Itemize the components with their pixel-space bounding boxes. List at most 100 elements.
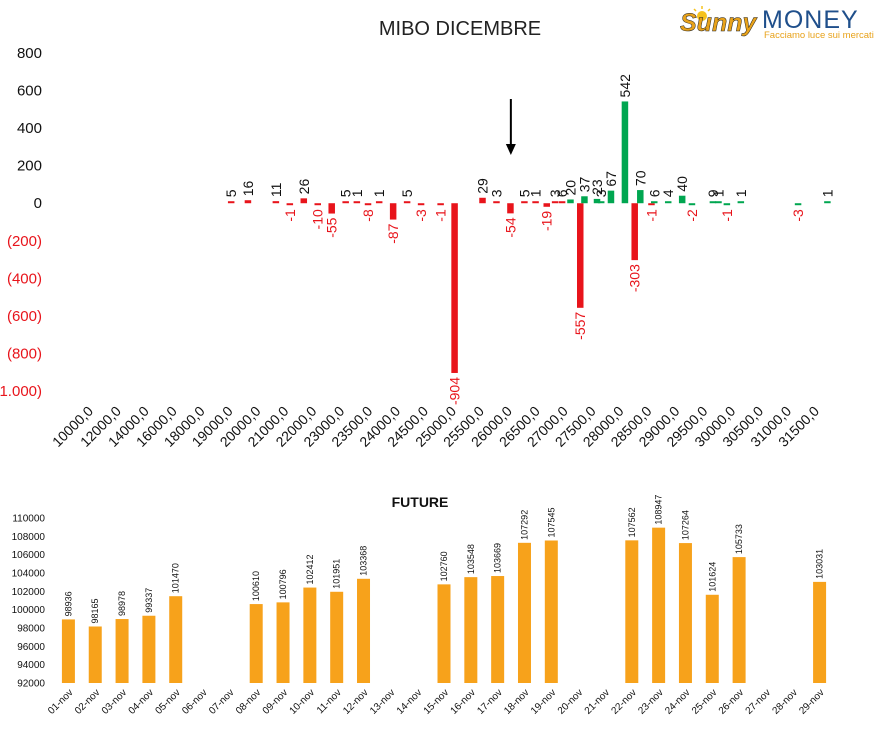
x-tick-label: 24-nov (663, 687, 692, 716)
bar (303, 587, 317, 683)
bar (723, 203, 731, 206)
bar (479, 197, 486, 204)
bar (551, 201, 559, 204)
bar (567, 199, 574, 204)
bar (521, 201, 528, 204)
data-label: -1 (282, 209, 298, 222)
data-label: -1 (433, 209, 449, 222)
bar (437, 584, 451, 683)
bar (342, 201, 349, 204)
data-label: 101624 (707, 562, 717, 592)
data-label: 103368 (359, 546, 369, 576)
bar (715, 201, 722, 204)
data-label: 1 (733, 189, 749, 197)
data-label: -1 (719, 209, 735, 222)
y-tick-label: 110000 (12, 514, 45, 525)
x-tick-label: 08-nov (234, 687, 263, 716)
bar (357, 578, 371, 683)
bar (625, 540, 639, 683)
y-tick-label: 108000 (12, 532, 46, 543)
y-tick-label: 200 (17, 158, 42, 175)
bar (276, 602, 290, 683)
data-label: 37 (576, 176, 592, 192)
data-label: 20 (562, 180, 578, 196)
bar (115, 619, 129, 683)
bar (249, 604, 263, 683)
bar (709, 201, 717, 204)
bar (451, 203, 458, 373)
data-label: 102760 (439, 551, 449, 581)
data-label: 1 (528, 189, 544, 197)
y-tick-label: 94000 (17, 660, 45, 671)
data-label: 26 (296, 179, 312, 195)
data-label: 1 (371, 189, 387, 197)
bar (648, 203, 655, 206)
data-label: 23 (589, 179, 605, 195)
bar (664, 201, 672, 204)
bar (507, 203, 514, 214)
data-label: -2 (684, 209, 700, 222)
data-label: 5 (223, 189, 239, 197)
future-chart: FUTURE 92000 94000 96000 98000 100000 102000 1… (12, 494, 827, 717)
x-tick-label: 19-nov (529, 687, 558, 716)
bar (389, 203, 397, 220)
bar (607, 190, 615, 204)
y-tick-label: (600) (7, 308, 42, 325)
x-tick-label: 11-nov (315, 687, 344, 716)
data-label: 98936 (63, 591, 73, 616)
data-label: 101470 (171, 563, 181, 593)
y-tick-label: 400 (17, 120, 42, 137)
bar (437, 203, 444, 206)
data-label: 11 (268, 182, 284, 197)
data-label: 3 (488, 189, 504, 197)
bar (651, 201, 658, 204)
bar (581, 196, 588, 204)
logo-tagline: Facciamo luce sui mercati (764, 30, 874, 41)
bar (824, 201, 831, 204)
sunny-money-logo: Sunny MONEY Facciamo luce sui mercati (680, 6, 874, 41)
data-label: 1 (710, 189, 726, 197)
bar (417, 203, 425, 206)
data-label: 29 (475, 178, 491, 194)
x-tick-label: 09-nov (261, 687, 290, 716)
bar (631, 203, 638, 261)
arrow-down-icon (505, 144, 516, 155)
bar (375, 201, 383, 204)
x-tick-label: 26-nov (717, 687, 746, 716)
x-tick-label: 03-nov (100, 687, 129, 716)
data-label: 3 (547, 189, 563, 197)
data-label: 98165 (90, 598, 100, 623)
data-label: 99337 (144, 588, 154, 613)
bar (403, 201, 411, 204)
data-label: 108947 (654, 495, 664, 525)
data-label: -10 (310, 209, 326, 229)
y-tick-label: 102000 (12, 587, 46, 598)
data-label: 542 (617, 74, 633, 98)
x-tick-label: 10-nov (288, 687, 317, 716)
data-label: 103548 (466, 544, 476, 574)
bar (637, 190, 644, 204)
data-label: 3 (593, 189, 609, 197)
data-label: 100610 (251, 571, 261, 601)
x-tick-label: 04-nov (127, 687, 156, 716)
x-tick-label: 06-nov (180, 687, 209, 716)
bar (61, 619, 75, 683)
data-label: -3 (413, 209, 429, 222)
data-label: -8 (360, 209, 376, 222)
data-label: 102412 (305, 555, 315, 585)
data-label: -904 (447, 377, 463, 405)
bar (732, 557, 746, 683)
y-tick-label: 98000 (17, 624, 45, 635)
mibo-chart: MIBO DICEMBRE 800 600 400 200 0 (200) (400) (60… (0, 18, 835, 450)
data-label: -557 (572, 312, 588, 340)
y-tick-label: (400) (7, 270, 42, 287)
x-tick-label: 14-nov (395, 687, 424, 716)
x-tick-label: 17-nov (475, 687, 504, 716)
data-label: -303 (627, 264, 643, 292)
y-tick-label: 106000 (12, 550, 46, 561)
data-label: -1 (643, 209, 659, 222)
x-tick-label: 01-nov (46, 687, 75, 716)
bar (353, 201, 361, 204)
bar (593, 198, 601, 204)
bar (652, 527, 666, 683)
